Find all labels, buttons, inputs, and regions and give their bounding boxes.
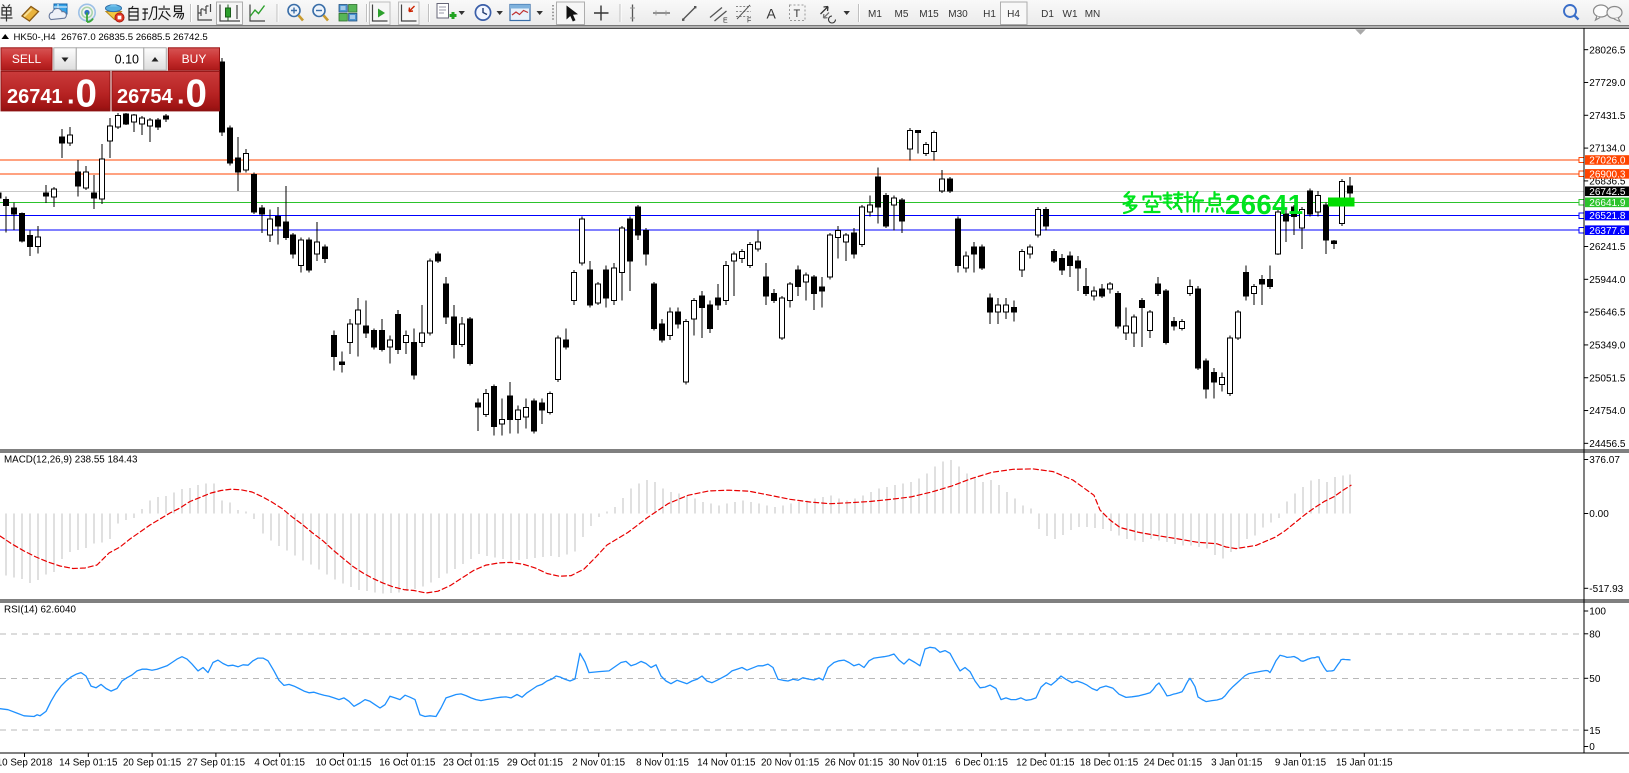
svg-text:24754.0: 24754.0 [1589, 406, 1626, 417]
svg-text:H4: H4 [1007, 9, 1020, 20]
svg-text:0.10: 0.10 [115, 53, 139, 67]
svg-text:.: . [177, 80, 185, 110]
svg-text:26742.5: 26742.5 [1589, 187, 1626, 198]
svg-text:E: E [723, 18, 728, 25]
svg-text:24 Dec 01:15: 24 Dec 01:15 [1144, 757, 1203, 768]
svg-text:27 Sep 01:15: 27 Sep 01:15 [187, 757, 246, 768]
svg-text:M30: M30 [948, 9, 968, 20]
svg-text:26377.6: 26377.6 [1589, 226, 1626, 237]
svg-text:3 Jan 01:15: 3 Jan 01:15 [1211, 757, 1263, 768]
svg-text:26641.9: 26641.9 [1589, 198, 1626, 209]
svg-text:18 Dec 01:15: 18 Dec 01:15 [1080, 757, 1139, 768]
svg-text:26836.5: 26836.5 [1589, 176, 1626, 187]
svg-text:50: 50 [1589, 674, 1601, 685]
svg-text:26741: 26741 [7, 86, 63, 108]
svg-text:26521.8: 26521.8 [1589, 211, 1626, 222]
svg-text:25944.0: 25944.0 [1589, 275, 1626, 286]
svg-text:25349.0: 25349.0 [1589, 341, 1626, 352]
svg-text:RSI(14) 62.6040: RSI(14) 62.6040 [4, 604, 76, 615]
svg-text:6 Dec 01:15: 6 Dec 01:15 [955, 757, 1008, 768]
svg-text:100: 100 [1589, 607, 1606, 618]
svg-text:9 Jan 01:15: 9 Jan 01:15 [1275, 757, 1327, 768]
svg-text:26641: 26641 [1225, 189, 1303, 220]
svg-text:4 Oct 01:15: 4 Oct 01:15 [254, 757, 305, 768]
svg-text:2 Nov 01:15: 2 Nov 01:15 [572, 757, 625, 768]
svg-text:HK50-,H4: HK50-,H4 [14, 32, 57, 43]
svg-text:A: A [767, 6, 777, 22]
svg-text:10 Oct 01:15: 10 Oct 01:15 [315, 757, 372, 768]
svg-text:27729.0: 27729.0 [1589, 78, 1626, 89]
svg-text:25646.5: 25646.5 [1589, 308, 1626, 319]
svg-text:0.00: 0.00 [1589, 509, 1609, 520]
svg-text:0: 0 [186, 73, 207, 116]
svg-text:27431.5: 27431.5 [1589, 111, 1626, 122]
svg-text:20 Nov 01:15: 20 Nov 01:15 [761, 757, 820, 768]
svg-text:15 Jan 01:15: 15 Jan 01:15 [1336, 757, 1393, 768]
svg-text:MACD(12,26,9) 238.55 184.43: MACD(12,26,9) 238.55 184.43 [4, 454, 138, 465]
svg-text:-517.93: -517.93 [1589, 584, 1623, 595]
svg-text:23 Oct 01:15: 23 Oct 01:15 [443, 757, 500, 768]
svg-text:20 Sep 01:15: 20 Sep 01:15 [123, 757, 182, 768]
svg-text:26241.5: 26241.5 [1589, 242, 1626, 253]
svg-text:27026.0: 27026.0 [1589, 156, 1626, 167]
svg-text:26 Nov 01:15: 26 Nov 01:15 [825, 757, 884, 768]
svg-text:MN: MN [1085, 9, 1101, 20]
svg-text:15: 15 [1589, 726, 1601, 737]
svg-text:0: 0 [1589, 742, 1595, 753]
svg-text:14 Nov 01:15: 14 Nov 01:15 [697, 757, 756, 768]
svg-text:26767.0 26835.5 26685.5 26742.: 26767.0 26835.5 26685.5 26742.5 [61, 32, 208, 43]
svg-text:26754: 26754 [117, 86, 173, 108]
svg-text:M5: M5 [895, 9, 909, 20]
svg-text:29 Oct 01:15: 29 Oct 01:15 [507, 757, 564, 768]
svg-text:376.07: 376.07 [1589, 455, 1620, 466]
svg-text:26900.3: 26900.3 [1589, 169, 1626, 180]
svg-text:T: T [794, 8, 801, 20]
svg-text:SELL: SELL [12, 52, 42, 66]
svg-text:12 Dec 01:15: 12 Dec 01:15 [1016, 757, 1075, 768]
svg-text:10 Sep 2018: 10 Sep 2018 [0, 757, 53, 768]
svg-text:28026.5: 28026.5 [1589, 45, 1626, 56]
svg-text:M1: M1 [868, 9, 882, 20]
svg-text:M15: M15 [919, 9, 939, 20]
svg-text:BUY: BUY [182, 52, 207, 66]
svg-text:14 Sep 01:15: 14 Sep 01:15 [59, 757, 118, 768]
svg-text:30 Nov 01:15: 30 Nov 01:15 [889, 757, 948, 768]
svg-text:25051.5: 25051.5 [1589, 373, 1626, 384]
svg-text:F: F [747, 18, 751, 25]
svg-text:80: 80 [1589, 629, 1601, 640]
svg-text:16 Oct 01:15: 16 Oct 01:15 [379, 757, 436, 768]
svg-text:24456.5: 24456.5 [1589, 439, 1626, 450]
svg-text:27134.0: 27134.0 [1589, 144, 1626, 155]
svg-text:D1: D1 [1041, 9, 1054, 20]
svg-text:0: 0 [76, 73, 97, 116]
svg-text:H1: H1 [983, 9, 996, 20]
svg-text:W1: W1 [1063, 9, 1078, 20]
svg-text:.: . [67, 80, 75, 110]
svg-text:8 Nov 01:15: 8 Nov 01:15 [636, 757, 689, 768]
